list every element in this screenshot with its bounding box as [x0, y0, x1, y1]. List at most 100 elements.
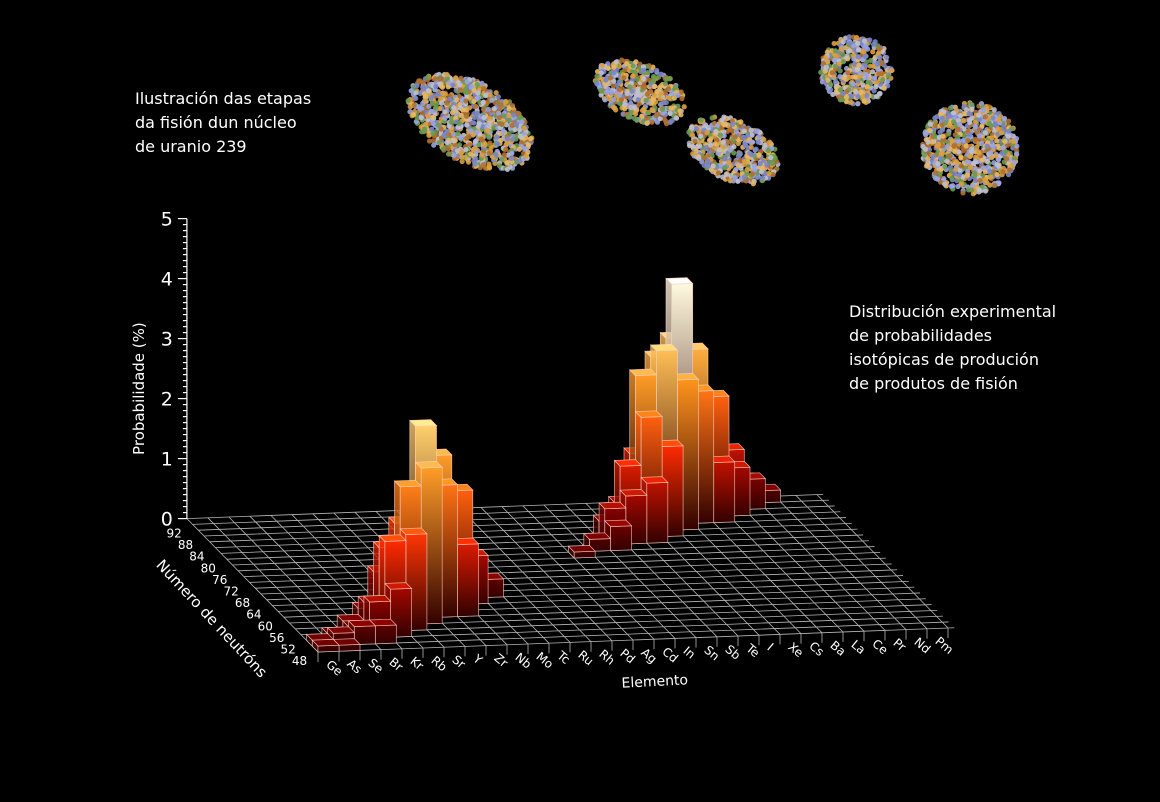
nucleon [465, 159, 472, 165]
nucleon [495, 141, 501, 147]
element-label: In [680, 644, 698, 662]
caption-line: de probabilidades [849, 326, 993, 345]
nucleon [509, 136, 516, 142]
nucleon [515, 110, 521, 116]
element-label: Br [386, 655, 405, 674]
nucleon [481, 106, 487, 113]
nucleon [467, 142, 473, 148]
z-tick-label: 1 [161, 449, 173, 471]
nucleon [474, 129, 480, 135]
floor-grid [186, 493, 955, 662]
nucleon [468, 128, 474, 134]
nucleon [425, 113, 431, 119]
nucleon [451, 152, 457, 158]
nucleon [486, 134, 492, 140]
nucleon [527, 136, 534, 142]
nucleon [417, 106, 423, 112]
element-label: Xe [785, 640, 806, 660]
element-label: Kr [407, 654, 426, 673]
nucleon [408, 88, 414, 94]
nucleon [458, 150, 464, 156]
nucleon [440, 145, 446, 152]
nucleon [444, 128, 450, 134]
nucleon [413, 90, 419, 96]
nucleon [454, 97, 460, 103]
nucleon [487, 92, 493, 98]
nucleon [509, 122, 515, 129]
nucleon [498, 121, 504, 127]
nucleon [444, 139, 450, 146]
nucleon [496, 115, 502, 121]
nucleon [463, 147, 469, 153]
nucleon [439, 100, 445, 106]
nucleon [517, 127, 523, 133]
nucleon [479, 152, 485, 158]
nucleon [481, 85, 487, 92]
nucleon [444, 100, 450, 106]
element-label: Ag [638, 645, 659, 666]
element-label: La [848, 637, 868, 657]
nucleon [420, 84, 426, 90]
nucleon [429, 126, 435, 132]
nucleon [458, 75, 464, 81]
bar-front-face [457, 543, 479, 617]
caption-line: de uranio 239 [135, 137, 247, 156]
nucleon [509, 155, 515, 162]
nucleon [486, 164, 493, 170]
nucleon [430, 114, 436, 121]
nucleon [500, 113, 506, 119]
z-axis-title: Probabilidade (%) [130, 322, 148, 455]
nucleon [504, 166, 511, 172]
nucleon [435, 91, 441, 98]
nucleon [432, 105, 439, 111]
nucleon [525, 149, 531, 155]
nucleon [468, 151, 474, 157]
nucleon [503, 146, 509, 153]
nucleon [446, 123, 452, 129]
nucleon [475, 90, 481, 96]
nucleon [496, 110, 502, 116]
nucleon [486, 150, 492, 156]
nucleon [431, 142, 437, 148]
element-label: Ru [575, 648, 596, 669]
nucleon [498, 137, 504, 143]
nucleon [510, 112, 517, 118]
caption-line: da fisión dun núcleo [135, 113, 297, 132]
nucleon [473, 156, 479, 162]
nucleon [481, 115, 487, 121]
illustration-caption: Ilustración das etapas da fisión dun núc… [135, 87, 311, 159]
nucleon [466, 105, 473, 111]
caption-line: Ilustración das etapas [135, 89, 312, 108]
nucleon [421, 126, 428, 132]
nucleon [495, 94, 501, 100]
fission-stages-illustration [405, 34, 1020, 197]
nucleon [471, 146, 477, 153]
nucleon [438, 126, 444, 132]
element-label: Ge [323, 657, 345, 678]
nucleon [455, 131, 461, 137]
nucleon [475, 123, 481, 129]
nucleon [494, 134, 500, 140]
x-axis-title: Elemento [621, 672, 688, 691]
nucleon [487, 115, 493, 121]
nucleon [450, 138, 456, 144]
nucleon [506, 106, 512, 112]
element-label: Rh [596, 647, 617, 668]
caption-line: Distribución experimental [849, 302, 1057, 321]
nucleus [405, 71, 535, 172]
bar-front-face [646, 482, 669, 544]
nucleon [506, 117, 512, 123]
element-label: Cs [806, 639, 826, 659]
element-label: Nd [911, 635, 933, 656]
nucleon [442, 109, 448, 115]
nucleon [518, 139, 525, 146]
nucleon [460, 107, 466, 114]
nucleon [447, 96, 453, 102]
nucleon [438, 76, 444, 82]
nucleon [436, 106, 443, 112]
nucleon [463, 113, 470, 119]
bars [305, 277, 782, 653]
nucleon [523, 135, 529, 141]
element-label: Sn [701, 643, 722, 664]
